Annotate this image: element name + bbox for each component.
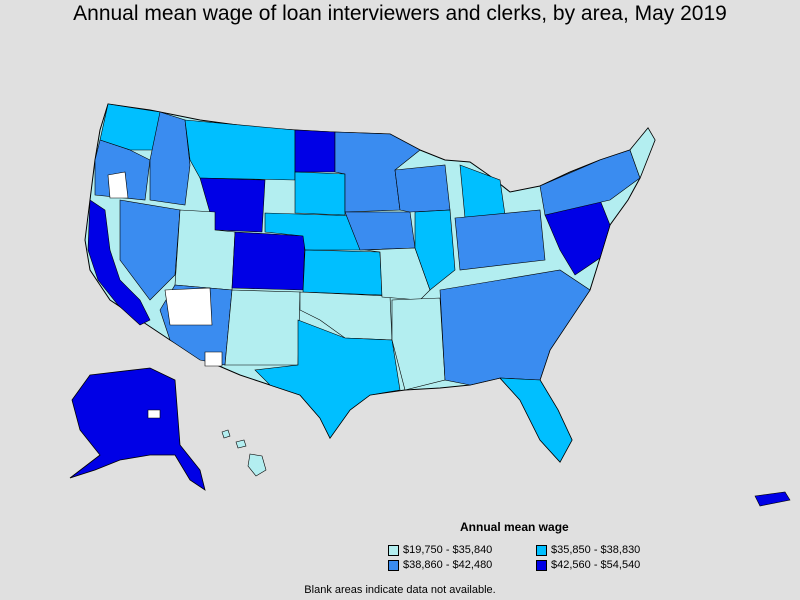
- arkansas-louisiana-region: [391, 297, 446, 391]
- wisconsin-region: [394, 164, 451, 213]
- no-data-area: [204, 351, 223, 367]
- no-data-area: [164, 287, 213, 326]
- legend-swatch: [536, 544, 547, 556]
- blank-areas-note: Blank areas indicate data not available.: [304, 584, 496, 596]
- legend-swatch: [388, 544, 399, 556]
- illinois-region: [414, 209, 456, 291]
- montana-region: [184, 119, 296, 181]
- colorado-region: [231, 231, 306, 291]
- new-mexico-region: [224, 289, 301, 366]
- no-data-area: [147, 409, 161, 419]
- washington-region: [99, 103, 171, 151]
- ohio-valley-region: [454, 209, 546, 271]
- legend-label: $19,750 - $35,840: [403, 544, 493, 556]
- legend-label: $35,850 - $38,830: [551, 544, 641, 556]
- legend-item: $19,750 - $35,840: [388, 544, 536, 556]
- legend-swatch: [388, 559, 399, 571]
- southeast-region: [439, 269, 591, 386]
- legend-item: $35,850 - $38,830: [536, 544, 684, 556]
- alaska-region: [69, 367, 206, 491]
- maine-region: [629, 127, 656, 179]
- legend-swatch: [536, 559, 547, 571]
- legend-item: $38,860 - $42,480: [388, 559, 536, 571]
- legend-label: $42,560 - $54,540: [551, 559, 641, 571]
- legend-item: $42,560 - $54,540: [536, 559, 684, 571]
- pacific-coast-region: [87, 199, 151, 326]
- kansas-region: [302, 249, 383, 296]
- legend-grid: $19,750 - $35,840 $35,850 - $38,830 $38,…: [388, 544, 680, 571]
- south-dakota-region: [294, 171, 346, 216]
- map-legend: Annual mean wage $19,750 - $35,840 $35,8…: [380, 520, 680, 571]
- hawaii-region: [221, 429, 267, 477]
- no-data-area: [107, 171, 129, 199]
- nevada-region: [119, 199, 181, 301]
- legend-label: $38,860 - $42,480: [403, 559, 493, 571]
- north-dakota-region: [294, 129, 336, 173]
- florida-region: [499, 377, 573, 463]
- legend-title: Annual mean wage: [460, 520, 569, 534]
- map-title: Annual mean wage of loan interviewers an…: [73, 2, 727, 25]
- puerto-rico-region: [754, 491, 791, 507]
